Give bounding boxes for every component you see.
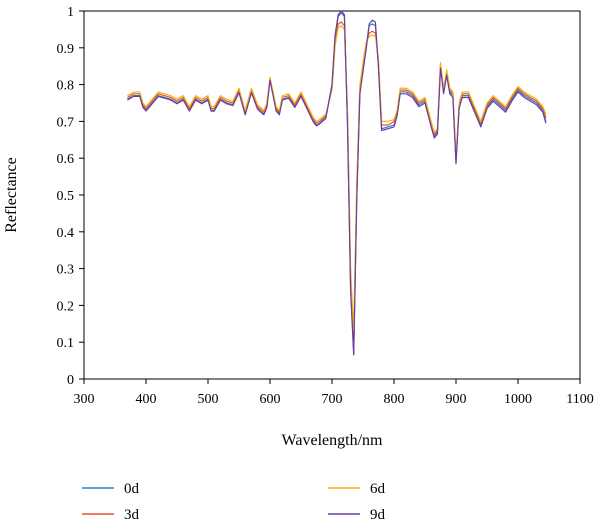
x-tick-label: 300 [74,392,95,407]
series-line-6d [127,25,547,332]
x-tick-label: 1000 [504,392,532,407]
legend-label-9d: 9d [370,507,386,523]
legend: 0d 6d 3d 9d [82,481,386,523]
y-tick-label: 0.2 [57,299,75,314]
y-tick-label: 0.7 [57,115,75,130]
legend-label-3d: 3d [124,507,140,523]
y-tick-label: 0.4 [57,226,75,241]
plot-frame [83,10,581,380]
x-tick-label: 800 [384,392,405,407]
series-line-0d [127,12,547,354]
y-tick-label: 0 [67,373,74,388]
x-tick-label: 1100 [566,392,593,407]
series-lines [127,10,547,356]
y-tick-label: 0.5 [57,189,75,204]
x-tick-label: 400 [136,392,157,407]
legend-label-0d: 0d [124,481,140,497]
y-tick-label: 1 [67,5,74,20]
legend-label-6d: 6d [370,481,386,497]
y-tick-label: 0.9 [57,42,75,57]
x-tick-label: 600 [260,392,281,407]
x-axis-title: Wavelength/nm [282,432,383,449]
x-tick-label: 700 [322,392,343,407]
series-line-9d [127,10,547,356]
y-tick-label: 0.8 [57,79,75,94]
x-axis-ticks: 300 400 500 600 700 800 900 1000 1100 [74,379,594,407]
y-tick-label: 0.3 [57,263,75,278]
series-line-3d [127,21,547,343]
y-tick-label: 0.6 [57,152,75,167]
x-tick-label: 500 [198,392,219,407]
y-axis-ticks: 0 0.1 0.2 0.3 0.4 0.5 0.6 0.7 0.8 0.9 1 [57,5,84,388]
y-tick-label: 0.1 [57,336,75,351]
y-axis-title: Reflectance [3,157,20,233]
x-tick-label: 900 [446,392,467,407]
